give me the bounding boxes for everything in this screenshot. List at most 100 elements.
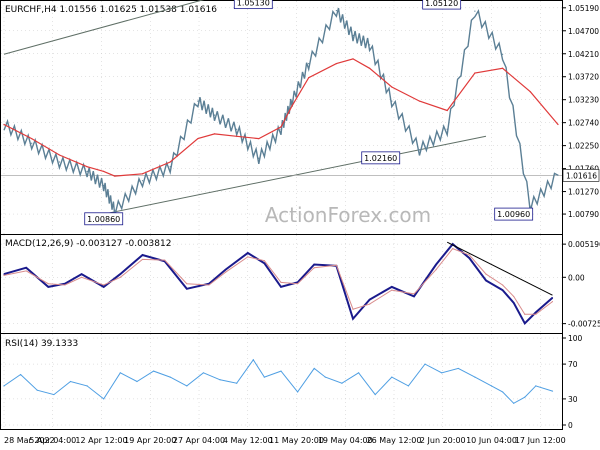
- x-tick-label: 27 Apr 04:00: [173, 436, 225, 445]
- y-tick-label: 100: [568, 334, 583, 343]
- point-price: [280, 128, 282, 130]
- x-tick-label: 26 May 12:00: [367, 436, 422, 445]
- point-rsi: [252, 359, 254, 361]
- point-macd: [468, 257, 470, 259]
- point-ma: [236, 135, 238, 137]
- point-signal: [225, 271, 227, 273]
- point-rsi: [3, 385, 5, 387]
- point-ma: [502, 67, 504, 69]
- point-signal: [335, 264, 337, 266]
- point-signal: [535, 313, 537, 315]
- point-signal: [297, 283, 299, 285]
- point-rsi: [53, 393, 55, 396]
- point-price: [141, 180, 144, 182]
- price-header: EURCHF,H4 1.01556 1.01625 1.01538 1.0161…: [5, 5, 217, 15]
- point-price: [557, 174, 559, 176]
- channel-line: [3, 0, 205, 55]
- point-signal: [263, 260, 265, 262]
- point-signal: [247, 256, 249, 258]
- point-price: [213, 114, 216, 116]
- annotation-label: 1.05120: [425, 0, 458, 8]
- point-ma: [529, 91, 531, 93]
- point-price: [197, 100, 199, 102]
- rsi-panel: [0, 333, 563, 430]
- point-rsi: [169, 376, 171, 378]
- point-signal: [435, 269, 437, 271]
- point-macd: [141, 254, 144, 256]
- point-rsi: [136, 380, 138, 383]
- point-signal: [313, 267, 315, 269]
- x-tick-label: 10 Jun 04:00: [466, 436, 517, 445]
- point-signal: [103, 284, 105, 286]
- macd-panel: [0, 234, 563, 334]
- point-signal: [64, 284, 66, 286]
- point-price: [308, 62, 310, 65]
- point-price: [86, 170, 88, 173]
- point-rsi: [219, 379, 221, 381]
- point-ma: [86, 166, 88, 168]
- annotation-label: 1.02160: [364, 154, 397, 163]
- point-price: [446, 128, 448, 130]
- y-tick-label: 0: [568, 421, 573, 430]
- point-ma: [335, 62, 337, 65]
- point-signal: [208, 284, 210, 286]
- point-signal: [25, 270, 27, 272]
- point-macd: [208, 283, 210, 285]
- point-price: [335, 10, 337, 12]
- point-macd: [225, 269, 227, 271]
- series-rsi: [3, 358, 553, 404]
- point-ma: [291, 105, 293, 107]
- point-signal: [80, 276, 83, 278]
- point-price: [258, 157, 260, 159]
- point-rsi: [357, 372, 360, 374]
- x-tick-label: 4 May 12:00: [223, 436, 273, 445]
- point-price: [291, 100, 293, 102]
- y-tick-label: 1.00790: [568, 210, 599, 219]
- point-signal: [502, 284, 504, 286]
- point-price: [391, 100, 393, 102]
- annotation-box: [422, 0, 462, 10]
- point-rsi: [69, 380, 72, 383]
- point-signal: [513, 295, 515, 298]
- point-rsi: [103, 398, 105, 400]
- point-macd: [502, 289, 504, 291]
- y-tick-label: 30: [568, 395, 578, 404]
- point-signal: [551, 300, 554, 303]
- point-ma: [169, 161, 171, 163]
- x-tick-label: 12 Apr 12:00: [75, 436, 127, 445]
- point-macd: [80, 273, 83, 275]
- point-rsi: [280, 370, 282, 372]
- point-signal: [280, 281, 282, 284]
- point-macd: [263, 262, 265, 264]
- x-tick-label: 19 Apr 20:00: [124, 436, 176, 445]
- point-price: [529, 205, 531, 207]
- point-rsi: [119, 372, 121, 374]
- point-price: [58, 161, 61, 163]
- point-macd: [369, 299, 371, 301]
- series-price: [3, 7, 559, 217]
- point-rsi: [297, 391, 299, 393]
- point-rsi: [20, 373, 22, 376]
- annotation-label: 1.05130: [237, 0, 270, 8]
- x-tick-label: 19 May 04:00: [318, 436, 373, 445]
- point-signal: [452, 247, 454, 250]
- point-signal: [186, 283, 188, 285]
- point-rsi: [313, 367, 315, 370]
- point-signal: [391, 289, 393, 291]
- point-rsi: [457, 367, 459, 370]
- y-tick-label: 1.03720: [568, 73, 599, 82]
- y-tick-label: 0.005196: [568, 240, 600, 249]
- macd-header: MACD(12,26,9) -0.003127 -0.003812: [5, 239, 171, 249]
- point-macd: [119, 273, 121, 275]
- point-ma: [446, 109, 448, 112]
- point-price: [352, 34, 354, 37]
- point-rsi: [36, 389, 38, 391]
- point-rsi: [324, 376, 326, 378]
- point-price: [474, 10, 476, 12]
- point-ma: [213, 133, 216, 135]
- point-ma: [308, 77, 310, 79]
- point-macd: [247, 252, 249, 254]
- point-macd: [391, 286, 393, 288]
- y-tick-label: 1.03230: [568, 96, 599, 105]
- point-ma: [3, 123, 5, 126]
